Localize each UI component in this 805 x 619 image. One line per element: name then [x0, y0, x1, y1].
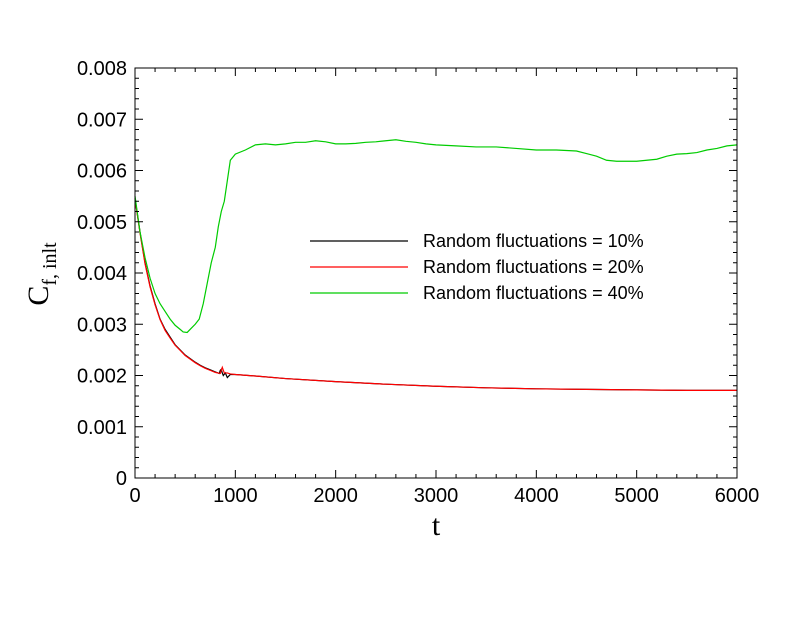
y-tick-label: 0.008	[77, 58, 127, 80]
legend: Random fluctuations = 10% Random fluctuat…	[310, 231, 644, 303]
y-tick-label: 0.006	[77, 161, 127, 183]
legend-label-2: Random fluctuations = 20%	[423, 257, 644, 277]
legend-label-1: Random fluctuations = 10%	[423, 231, 644, 251]
x-tick-label: 6000	[715, 485, 760, 507]
series-line-2	[134, 198, 737, 391]
ticks-layer	[134, 67, 738, 479]
legend-label-3: Random fluctuations = 40%	[423, 283, 644, 303]
y-tick-label: 0.003	[77, 314, 127, 336]
series-layer	[134, 139, 738, 391]
x-tick-label: 2000	[313, 485, 358, 507]
y-tick-label: 0	[116, 468, 127, 490]
tick-labels-layer: 0 1000 2000 3000 4000 5000 6000 0 0.001 0.002 0.00…	[77, 58, 759, 507]
y-axis-title: Cf, inlt	[22, 242, 61, 306]
x-tick-label: 3000	[414, 485, 459, 507]
x-tick-label: 1000	[213, 485, 258, 507]
x-tick-label: 5000	[614, 485, 659, 507]
y-tick-label: 0.002	[77, 366, 127, 388]
y-tick-label: 0.004	[77, 263, 127, 285]
x-tick-label: 4000	[514, 485, 559, 507]
y-tick-label: 0.007	[77, 109, 127, 131]
y-axis-title-main: C	[22, 286, 55, 306]
y-tick-label: 0.005	[77, 212, 127, 234]
series-line-3	[134, 139, 738, 334]
y-axis-title-sub: f, inlt	[39, 242, 61, 286]
x-tick-label: 0	[129, 485, 140, 507]
x-axis-title: t	[432, 509, 441, 542]
y-tick-label: 0.001	[77, 417, 127, 439]
